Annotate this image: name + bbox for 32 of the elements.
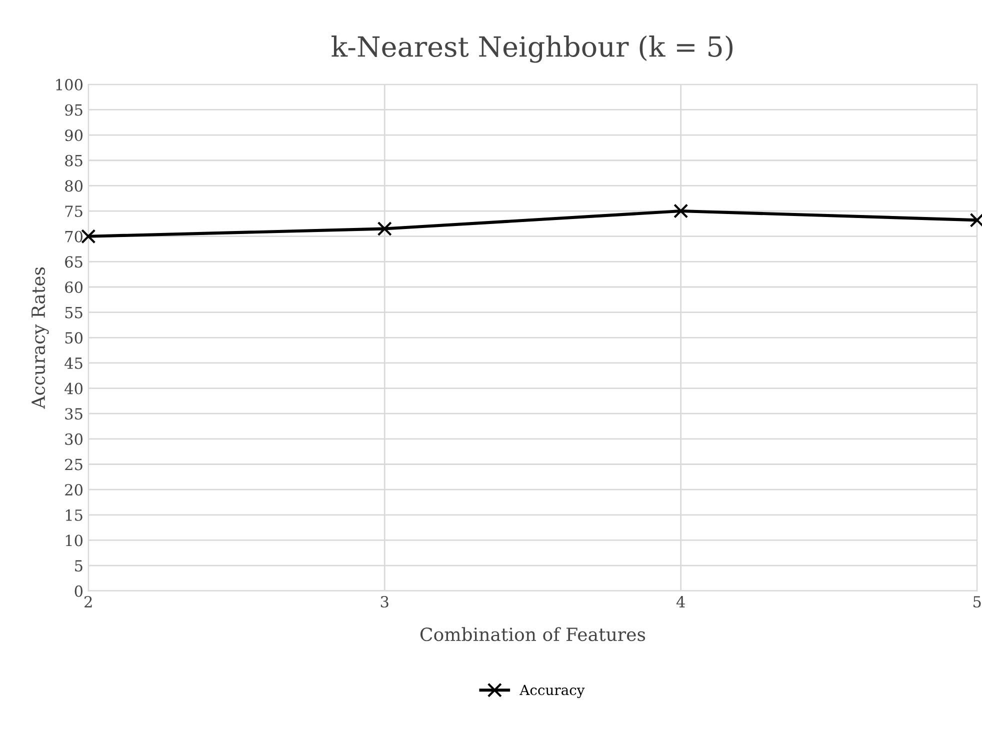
y-tick-label: 70 [65,230,83,242]
y-tick-label: 75 [65,206,82,218]
y-tick-label: 90 [65,130,83,142]
y-tick-label: 35 [65,408,82,420]
y-tick-label: 25 [65,458,82,470]
y-tick-label: 30 [65,433,83,445]
chart-title: k-Nearest Neighbour (k = 5) [332,36,732,63]
y-tick-label: 95 [65,104,82,116]
point [377,221,392,236]
y-tick-label: 65 [65,256,82,268]
x-tick-label: 2 [84,596,92,608]
y-tick-label: 40 [64,382,83,394]
y-tick-label: 0 [74,585,83,597]
y-tick-label: 20 [65,484,83,496]
y-axis-title: Accuracy Rates [32,267,49,409]
y-tick-label: 15 [66,509,82,521]
point [81,229,96,244]
legend-label: Accuracy [520,684,585,698]
x-tick-label: 4 [676,596,685,608]
y-tick-label: 60 [65,281,83,294]
y-tick-label: 55 [65,306,82,318]
y-tick-label: 5 [75,560,82,572]
y-tick-label: 50 [65,332,83,344]
y-tick-label: 85 [65,154,82,166]
point [674,204,688,218]
x-tick-label: 5 [974,596,981,608]
y-tick-label: 10 [66,534,83,546]
x-axis-title: Combination of Features [420,627,646,642]
y-tick-label: 100 [56,78,83,90]
y-tick-label: 80 [65,180,83,192]
x-tick-label: 3 [380,596,388,608]
y-tick-label: 45 [64,357,82,369]
